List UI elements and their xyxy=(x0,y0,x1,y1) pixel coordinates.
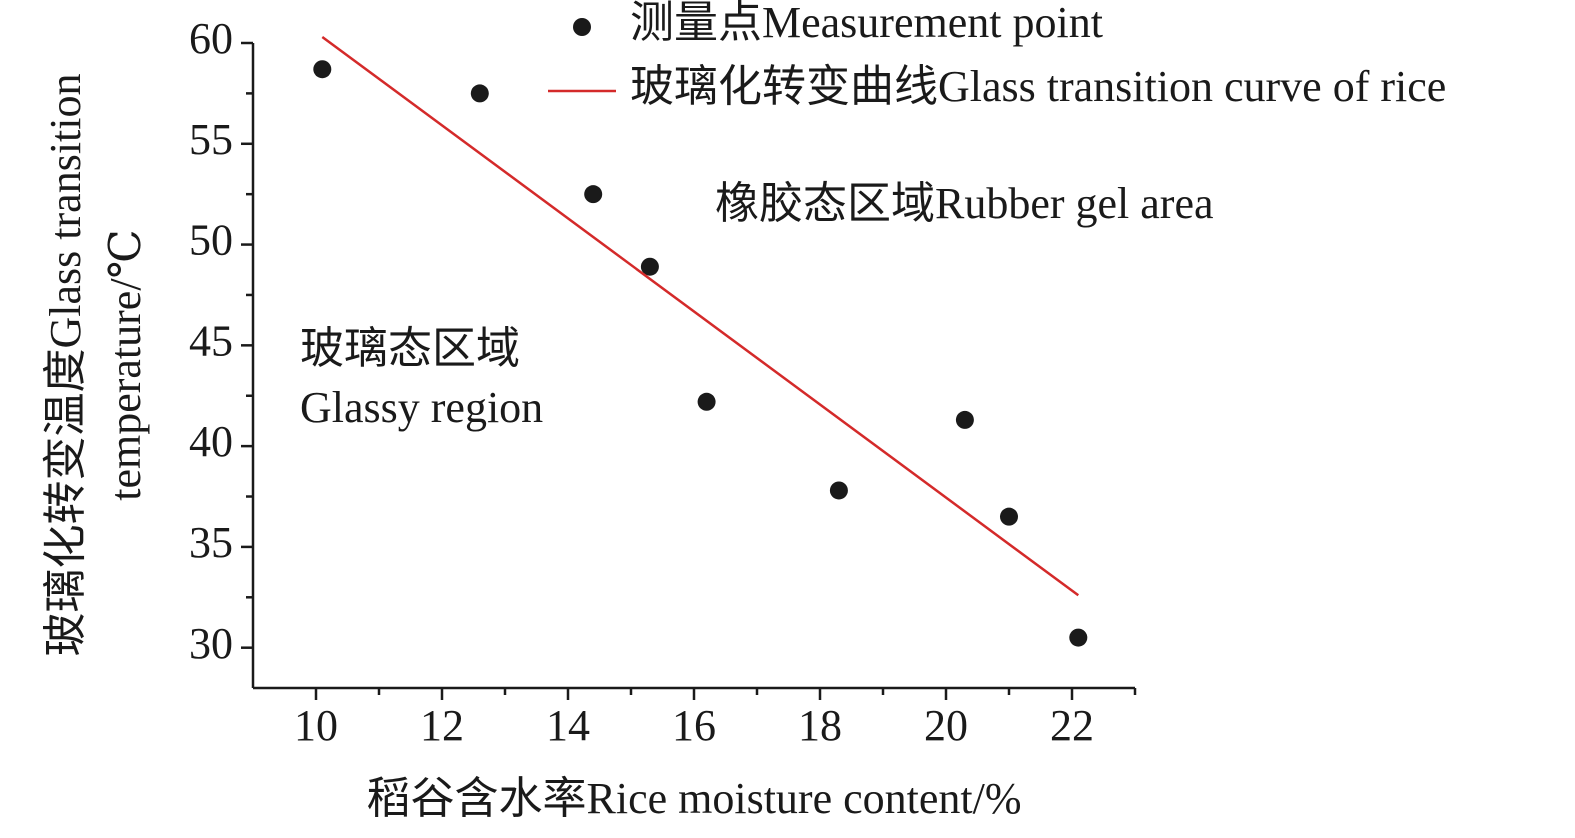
point xyxy=(1069,628,1088,647)
x-axis-title: 稻谷含水率Rice moisture content/% xyxy=(367,774,1022,823)
legend-symbol xyxy=(573,18,591,36)
point xyxy=(584,185,603,204)
point xyxy=(697,392,716,411)
point xyxy=(640,257,659,276)
annotation: 橡胶态区域Rubber gel area xyxy=(715,179,1214,228)
y-tick-label: 40 xyxy=(189,417,233,466)
x-tick-label: 20 xyxy=(924,701,968,750)
x-tick-label: 10 xyxy=(294,701,338,750)
legend-label: 测量点Measurement point xyxy=(630,0,1103,47)
point xyxy=(955,410,974,429)
y-axis-title: 玻璃化转变温度Glass transition xyxy=(41,74,90,657)
x-tick-label: 16 xyxy=(672,701,716,750)
fit-line xyxy=(321,35,1080,597)
x-tick-label: 22 xyxy=(1050,701,1094,750)
point xyxy=(470,84,489,103)
y-tick-label: 30 xyxy=(189,619,233,668)
y-tick-label: 35 xyxy=(189,518,233,567)
x-tick-label: 12 xyxy=(420,701,464,750)
y-tick-label: 45 xyxy=(189,316,233,365)
point xyxy=(829,481,848,500)
annotation: Glassy region xyxy=(300,383,543,432)
annotation: 玻璃态区域 xyxy=(300,324,520,373)
point xyxy=(313,60,332,79)
x-tick-label: 18 xyxy=(798,701,842,750)
legend-label: 玻璃化转变曲线Glass transition curve of rice xyxy=(630,62,1446,111)
point xyxy=(1000,507,1018,526)
y-axis-title: temperature/℃ xyxy=(101,229,150,501)
y-tick-label: 55 xyxy=(189,115,233,164)
y-tick-label: 50 xyxy=(189,216,233,265)
x-tick-label: 14 xyxy=(546,701,590,750)
y-tick-label: 60 xyxy=(189,14,233,63)
